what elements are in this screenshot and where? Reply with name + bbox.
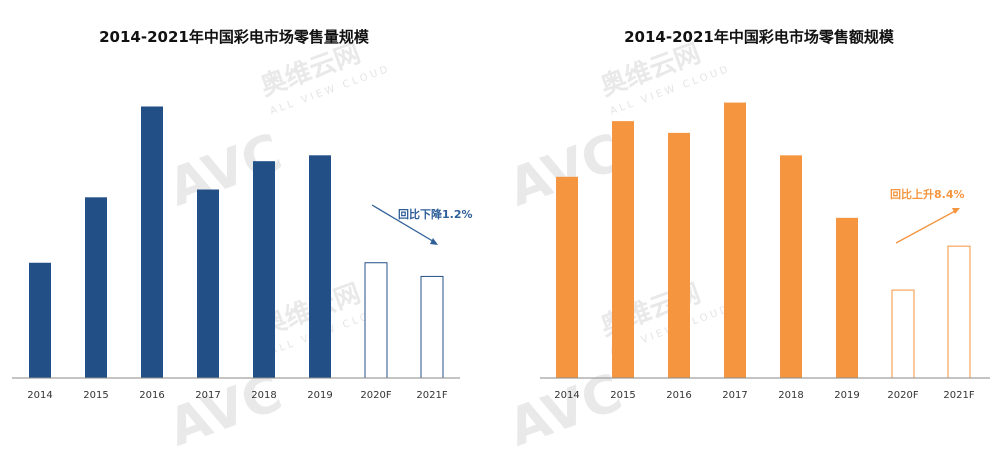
volume-trend-label: 回比下降1.2%: [398, 207, 473, 221]
volume-tick-label: 2014: [27, 390, 52, 401]
volume-tick-label: 2015: [83, 390, 108, 401]
amount-tick-label: 2021F: [943, 390, 974, 401]
amount-bar-2015: [612, 121, 634, 379]
volume-bar-2014: [29, 262, 51, 378]
amount-bar-2019: [836, 217, 858, 378]
amount-trend-arrowhead: [952, 208, 960, 214]
amount-tick-label: 2015: [610, 390, 635, 401]
amount-bars: [556, 102, 971, 379]
amount-chart: 2014-2021年中国彩电市场零售额规模 2014 2015 2016 2017 20…: [540, 28, 990, 401]
amount-x-ticks: 2014 2015 2016 2017 2018 2019 2020F 2021F: [554, 390, 975, 401]
amount-bar-2020f: [891, 289, 915, 379]
amount-bar-2021f: [947, 245, 971, 379]
volume-trend-arrow: [371, 204, 437, 244]
volume-x-ticks: 2014 2015 2016 2017 2018 2019 2020F 2021F: [27, 390, 448, 401]
volume-bars: [29, 106, 444, 379]
volume-bar-2015: [85, 197, 107, 378]
amount-bar-2016: [668, 132, 690, 378]
volume-trend-annotation: 回比下降1.2%: [371, 204, 473, 245]
volume-bar-2021f: [420, 275, 444, 379]
amount-tick-label: 2018: [778, 390, 803, 401]
volume-tick-label: 2019: [307, 390, 332, 401]
volume-tick-label: 2020F: [360, 390, 391, 401]
amount-tick-label: 2014: [554, 390, 579, 401]
amount-bar-2014: [556, 176, 578, 378]
amount-trend-annotation: 回比上升8.4%: [890, 187, 965, 244]
volume-trend-arrowhead: [430, 238, 438, 245]
amount-trend-arrow: [895, 209, 958, 244]
volume-bar-2017: [197, 189, 219, 378]
amount-bar-2017: [724, 102, 746, 378]
amount-tick-label: 2020F: [887, 390, 918, 401]
amount-tick-label: 2019: [834, 390, 859, 401]
volume-bar-2016: [141, 106, 163, 378]
volume-chart: 2014-2021年中国彩电市场零售量规模 2014 2015 2016 2017 20…: [12, 28, 473, 401]
volume-tick-label: 2016: [139, 390, 164, 401]
volume-chart-title: 2014-2021年中国彩电市场零售量规模: [99, 28, 370, 46]
amount-chart-title: 2014-2021年中国彩电市场零售额规模: [624, 28, 895, 46]
volume-bar-2019: [309, 155, 331, 378]
volume-tick-label: 2018: [251, 390, 276, 401]
volume-bar-2018: [253, 161, 275, 378]
amount-tick-label: 2016: [666, 390, 691, 401]
volume-bar-2020f: [364, 262, 388, 379]
volume-tick-label: 2017: [195, 390, 220, 401]
amount-tick-label: 2017: [722, 390, 747, 401]
amount-trend-label: 回比上升8.4%: [890, 187, 965, 201]
amount-bar-2018: [780, 155, 802, 378]
volume-tick-label: 2021F: [416, 390, 447, 401]
